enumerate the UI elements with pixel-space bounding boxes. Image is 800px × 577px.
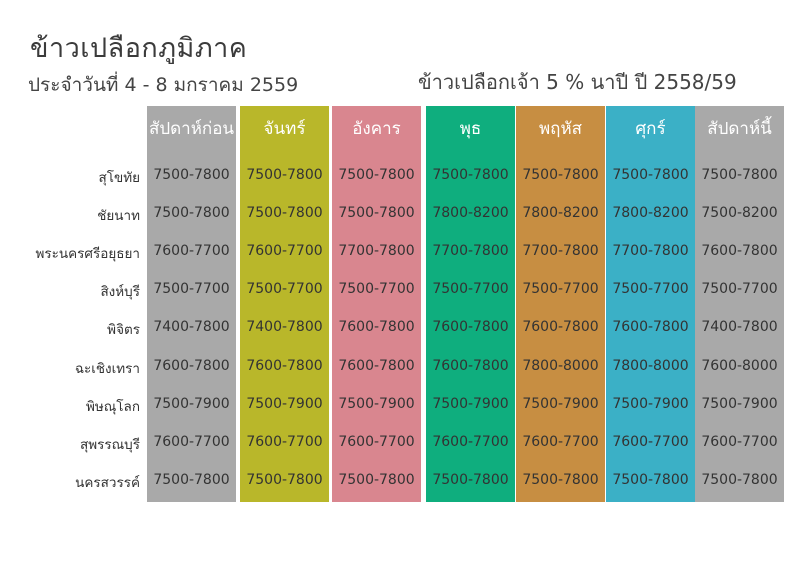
price-cell: 7800-8200 (432, 205, 509, 222)
province-label: พระนครศรีอยุธยา (35, 246, 140, 263)
price-cell: 7500-7800 (522, 167, 599, 183)
price-cell: 7500-7800 (153, 167, 230, 183)
price-cell: 7500-7700 (522, 281, 599, 298)
price-cell: 7500-7700 (701, 281, 778, 298)
province-label: สิงห์บุรี (100, 284, 140, 301)
province-label: ชัยนาท (97, 208, 140, 225)
price-cell: 7500-7800 (246, 167, 323, 183)
price-cell: 7700-7800 (522, 243, 599, 260)
price-cell: 7600-7700 (246, 243, 323, 260)
price-cell: 7500-7900 (432, 395, 509, 412)
price-cell: 7600-7700 (153, 433, 230, 450)
column-2: อังคาร 7500-7800 7500-7800 7700-7800 7500-77… (332, 106, 421, 502)
price-cell: 7700-7800 (338, 243, 415, 260)
price-cell: 7600-7700 (612, 433, 689, 450)
page-title: ข้าวเปลือกภูมิภาค (30, 33, 248, 64)
province-label: นครสวรรค์ (75, 474, 140, 491)
price-cell: 7600-7700 (701, 433, 778, 450)
price-cell: 7600-7800 (432, 319, 509, 336)
column-header: สัปดาห์นี้ (707, 119, 772, 139)
price-cell: 7500-7700 (338, 281, 415, 298)
price-cell: 7600-7800 (432, 357, 509, 374)
price-cell: 7500-8200 (701, 205, 778, 222)
price-cell: 7600-7700 (246, 433, 323, 450)
price-cell: 7500-7900 (701, 395, 778, 412)
price-cell: 7600-7800 (246, 357, 323, 374)
price-cell: 7500-7900 (153, 395, 230, 412)
price-cell: 7500-7900 (338, 395, 415, 412)
column-header: พุธ (459, 119, 482, 139)
price-cell: 7500-7800 (246, 471, 323, 488)
price-cell: 7600-7800 (338, 357, 415, 374)
price-cell: 7500-7900 (522, 395, 599, 412)
rice-type-subtitle: ข้าวเปลือกเจ้า 5 % นาปี ปี 2558/59 (418, 70, 737, 94)
price-cell: 7500-7700 (612, 281, 689, 298)
price-cell: 7600-7800 (522, 319, 599, 336)
province-label: พิจิตร (107, 322, 140, 339)
column-1: จันทร์ 7500-7800 7500-7800 7600-7700 7500-77… (240, 106, 329, 502)
price-cell: 7600-7800 (701, 243, 778, 260)
price-cell: 7500-7700 (153, 281, 230, 298)
price-cell: 7500-7800 (153, 205, 230, 222)
column-5: ศุกร์ 7500-7800 7800-8200 7700-7800 7500-770… (606, 106, 695, 502)
price-cell: 7600-7700 (522, 433, 599, 450)
price-cell: 7600-8000 (701, 357, 778, 374)
price-cell: 7400-7800 (246, 319, 323, 336)
price-cell: 7500-7700 (432, 281, 509, 298)
price-cell: 7800-8000 (612, 357, 689, 374)
price-cell: 7500-7800 (338, 167, 415, 183)
price-cell: 7800-8000 (522, 357, 599, 374)
column-header: พฤหัส (538, 119, 583, 139)
column-header: สัปดาห์ก่อน (148, 119, 235, 139)
price-cell: 7500-7700 (246, 281, 323, 298)
price-cell: 7600-7700 (338, 433, 415, 450)
price-cell: 7500-7800 (701, 167, 778, 183)
price-cell: 7500-7800 (338, 205, 415, 222)
column-header: อังคาร (352, 119, 401, 139)
price-cell: 7500-7800 (246, 205, 323, 222)
price-cell: 7700-7800 (432, 243, 509, 260)
price-cell: 7500-7800 (612, 471, 689, 488)
price-cell: 7500-7800 (701, 471, 778, 488)
province-label: สุพรรณบุรี (80, 436, 140, 453)
price-cell: 7600-7700 (153, 243, 230, 260)
price-cell: 7600-7800 (153, 357, 230, 374)
price-cell: 7500-7800 (432, 471, 509, 488)
price-cell: 7400-7800 (153, 319, 230, 336)
column-header: ศุกร์ (635, 119, 666, 139)
price-cell: 7500-7800 (338, 471, 415, 488)
price-cell: 7800-8200 (612, 205, 689, 222)
price-cell: 7500-7800 (153, 471, 230, 488)
province-label: สุโขทัย (98, 170, 140, 186)
column-3: พุธ 7500-7800 7800-8200 7700-7800 7500-7700 7… (426, 106, 515, 502)
column-header: จันทร์ (263, 119, 306, 139)
price-cell: 7600-7800 (338, 319, 415, 336)
province-label: ฉะเชิงเทรา (74, 360, 140, 377)
price-cell: 7500-7900 (246, 395, 323, 412)
price-cell: 7500-7800 (612, 167, 689, 183)
column-6: สัปดาห์นี้ 7500-7800 7500-8200 7600-7800 750… (695, 106, 784, 502)
price-cell: 7500-7800 (432, 167, 509, 183)
price-cell: 7500-7800 (522, 471, 599, 488)
price-cell: 7600-7700 (432, 433, 509, 450)
price-cell: 7400-7800 (701, 319, 778, 336)
price-cell: 7800-8200 (522, 205, 599, 222)
column-0: สัปดาห์ก่อน 7500-7800 7500-7800 7600-7700 75… (147, 106, 236, 502)
price-cell: 7700-7800 (612, 243, 689, 260)
date-subtitle: ประจำวันที่ 4 - 8 มกราคม 2559 (28, 74, 299, 96)
province-label: พิษณุโลก (85, 398, 140, 415)
price-cell: 7600-7800 (612, 319, 689, 336)
price-cell: 7500-7900 (612, 395, 689, 412)
column-4: พฤหัส 7500-7800 7800-8200 7700-7800 7500-770… (516, 106, 605, 502)
